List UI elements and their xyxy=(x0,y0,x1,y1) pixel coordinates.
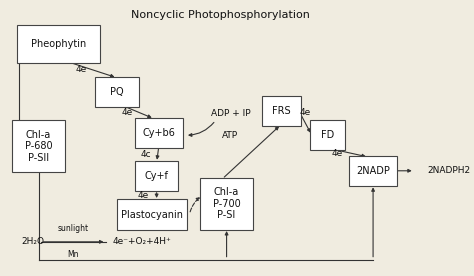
Text: 2NADP: 2NADP xyxy=(356,166,390,176)
Text: FRS: FRS xyxy=(272,106,291,116)
Text: Chl-a
P-680
P-SII: Chl-a P-680 P-SII xyxy=(25,130,52,163)
Text: PQ: PQ xyxy=(110,87,124,97)
FancyBboxPatch shape xyxy=(117,200,187,230)
Text: Pheophytin: Pheophytin xyxy=(31,39,86,49)
Text: ADP + IP: ADP + IP xyxy=(211,109,251,118)
FancyBboxPatch shape xyxy=(17,25,100,63)
FancyBboxPatch shape xyxy=(12,120,65,172)
Text: 4e: 4e xyxy=(331,148,343,158)
Text: 2NADPH2: 2NADPH2 xyxy=(428,166,471,175)
Text: Chl-a
P-700
P-SI: Chl-a P-700 P-SI xyxy=(213,187,240,220)
Text: FD: FD xyxy=(320,130,334,140)
Text: Cy+f: Cy+f xyxy=(145,171,169,181)
Text: Mn: Mn xyxy=(67,250,78,259)
FancyBboxPatch shape xyxy=(262,96,301,126)
Text: 4e: 4e xyxy=(121,108,133,116)
FancyBboxPatch shape xyxy=(310,120,345,150)
Text: 2H₂O: 2H₂O xyxy=(21,237,44,246)
FancyBboxPatch shape xyxy=(135,161,179,191)
Text: 4e: 4e xyxy=(75,65,87,74)
Text: 4e⁻+O₂+4H⁺: 4e⁻+O₂+4H⁺ xyxy=(113,237,172,246)
FancyBboxPatch shape xyxy=(135,118,183,148)
Text: 4c: 4c xyxy=(140,150,151,159)
Text: ATP: ATP xyxy=(222,131,238,140)
Text: 4e: 4e xyxy=(300,108,311,116)
FancyBboxPatch shape xyxy=(349,156,397,186)
FancyBboxPatch shape xyxy=(95,76,139,107)
Text: Cy+b6: Cy+b6 xyxy=(142,128,175,137)
FancyBboxPatch shape xyxy=(201,178,253,230)
Text: Noncyclic Photophosphorylation: Noncyclic Photophosphorylation xyxy=(131,10,310,20)
Text: Plastocyanin: Plastocyanin xyxy=(121,209,183,219)
Text: 4e: 4e xyxy=(138,191,149,200)
Text: sunlight: sunlight xyxy=(57,224,88,233)
